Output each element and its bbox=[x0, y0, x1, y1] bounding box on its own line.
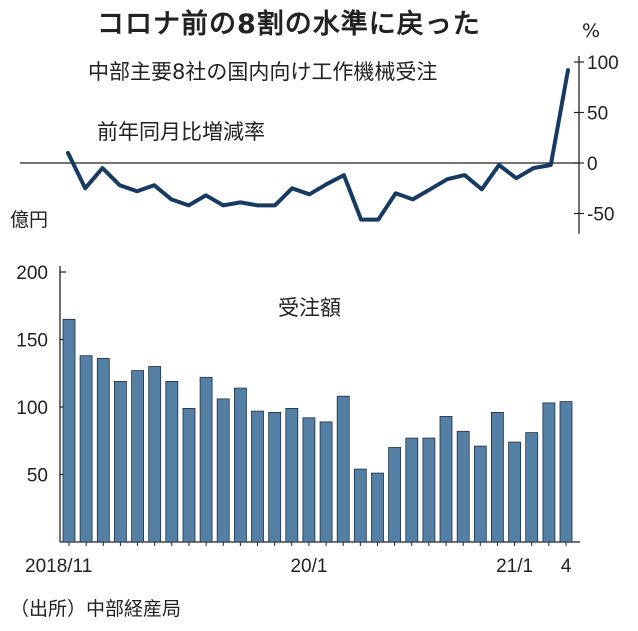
order-value-bar bbox=[388, 447, 402, 543]
order-value-bar bbox=[473, 445, 487, 543]
order-value-bar bbox=[302, 417, 316, 543]
order-value-bar bbox=[251, 410, 264, 543]
bar-x-tick-label: 2018/11 bbox=[25, 556, 92, 577]
order-value-bar bbox=[319, 421, 333, 543]
order-value-bar bbox=[233, 387, 247, 543]
bar-x-tick-label: 21/1 bbox=[496, 556, 533, 577]
bar-x-tick-label: 4 bbox=[561, 556, 572, 577]
line-series-label: 前年同月比増減率 bbox=[97, 120, 265, 144]
order-value-bar bbox=[439, 415, 453, 543]
order-value-bar bbox=[131, 370, 145, 543]
bar-y-tick-label: 100 bbox=[16, 398, 48, 419]
order-value-bar bbox=[79, 355, 93, 543]
order-value-bar bbox=[62, 318, 76, 543]
order-value-bar bbox=[508, 441, 522, 543]
order-value-bar bbox=[353, 468, 367, 543]
order-value-bar bbox=[405, 437, 419, 543]
source-note: （出所）中部経産局 bbox=[10, 598, 182, 620]
chart-subtitle: 中部主要8社の国内向け工作機械受注 bbox=[88, 60, 438, 84]
order-value-bar bbox=[285, 407, 299, 543]
bar-y-tick-label: 150 bbox=[16, 331, 48, 352]
order-value-bar bbox=[542, 402, 556, 543]
line-y-tick-label: 0 bbox=[587, 154, 598, 175]
line-y-tick-label: -50 bbox=[587, 205, 614, 226]
order-value-bar bbox=[96, 357, 110, 543]
line-axis-unit: % bbox=[582, 20, 601, 42]
order-value-bar bbox=[165, 380, 179, 543]
order-value-bar bbox=[336, 395, 350, 543]
order-value-bar bbox=[422, 437, 436, 543]
order-value-bar bbox=[182, 407, 196, 543]
order-value-bar bbox=[371, 472, 384, 543]
order-value-bar bbox=[456, 430, 470, 543]
order-value-bar bbox=[199, 376, 213, 543]
order-value-bar bbox=[525, 432, 539, 543]
chart-title: コロナ前の8割の水準に戻った bbox=[97, 9, 481, 40]
bar-axis-unit: 億円 bbox=[10, 209, 49, 231]
order-value-bar bbox=[490, 411, 504, 543]
bar-series-label: 受注額 bbox=[278, 296, 341, 320]
bar-y-tick-label: 200 bbox=[16, 263, 48, 284]
line-y-tick-label: 50 bbox=[587, 104, 608, 125]
bar-y-tick-label: 50 bbox=[27, 466, 48, 487]
order-value-bar bbox=[148, 366, 162, 543]
order-value-bar bbox=[216, 398, 230, 543]
bar-x-tick-label: 20/1 bbox=[290, 556, 327, 577]
yoy-change-line bbox=[66, 68, 570, 222]
order-value-bar bbox=[559, 401, 573, 543]
order-value-bar bbox=[268, 411, 282, 543]
order-value-bar bbox=[114, 380, 127, 543]
line-y-tick-label: 100 bbox=[587, 53, 619, 74]
